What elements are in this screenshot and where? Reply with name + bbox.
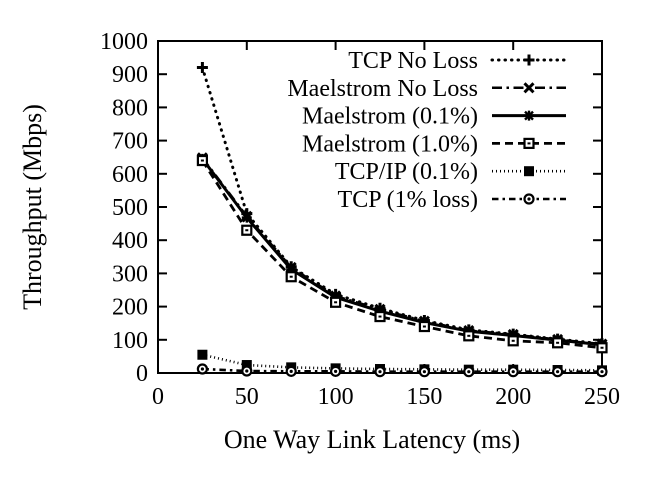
x-tick-label: 250 xyxy=(584,384,620,410)
x-tick-label: 0 xyxy=(152,384,164,410)
y-tick-label: 300 xyxy=(112,261,148,287)
series-line xyxy=(202,367,602,373)
legend-sample-marker xyxy=(523,54,535,66)
series-marker xyxy=(463,330,475,342)
series-marker xyxy=(374,366,386,378)
series-line xyxy=(201,157,603,346)
series-marker xyxy=(418,320,430,333)
series-marker xyxy=(507,366,519,378)
series-marker xyxy=(285,271,297,283)
series-marker xyxy=(463,366,475,378)
y-tick-label: 600 xyxy=(112,162,148,188)
legend-sample-marker xyxy=(523,137,535,149)
y-tick-label: 1000 xyxy=(100,29,148,55)
y-tick-label: 500 xyxy=(112,195,148,221)
series-marker xyxy=(241,360,252,371)
series-marker xyxy=(197,349,208,360)
y-tick-label: 700 xyxy=(112,129,148,155)
legend-sample-marker xyxy=(523,82,535,94)
x-tick-label: 50 xyxy=(235,384,259,410)
legend-sample-marker xyxy=(524,110,534,121)
series-marker xyxy=(551,366,564,378)
series-marker xyxy=(418,366,430,378)
y-tick-label: 100 xyxy=(112,328,148,354)
legend-sample-marker xyxy=(524,166,534,177)
x-tick-label: 100 xyxy=(318,384,354,410)
legend-sample-marker xyxy=(523,193,535,205)
y-tick-label: 0 xyxy=(136,361,148,387)
series-marker xyxy=(196,62,208,74)
x-tick-label: 200 xyxy=(495,384,531,410)
series-line xyxy=(201,157,603,347)
legend-label: TCP No Loss xyxy=(348,48,478,74)
series-marker xyxy=(330,365,342,377)
series-marker xyxy=(196,363,208,375)
series-marker xyxy=(196,154,208,167)
series-marker xyxy=(241,224,253,236)
legend-label: TCP/IP (0.1%) xyxy=(335,159,478,185)
y-tick-label: 800 xyxy=(112,95,148,121)
series-marker xyxy=(330,296,342,308)
series-marker xyxy=(551,337,564,349)
x-axis-label: One Way Link Latency (ms) xyxy=(223,425,521,454)
y-tick-label: 400 xyxy=(112,228,148,254)
series-marker xyxy=(596,342,608,354)
series-marker xyxy=(596,366,608,378)
series-line xyxy=(201,159,603,350)
series-line xyxy=(202,353,603,372)
series-marker xyxy=(507,335,519,347)
legend-label: Maelstrom (1.0%) xyxy=(302,131,478,157)
y-tick-label: 900 xyxy=(112,62,148,88)
legend-label: TCP (1% loss) xyxy=(338,187,478,213)
series-marker xyxy=(285,365,297,377)
y-tick-label: 200 xyxy=(112,295,148,321)
x-tick-label: 150 xyxy=(406,384,442,410)
series-marker xyxy=(374,310,386,323)
legend-label: Maelstrom (0.1%) xyxy=(302,104,478,130)
series-marker xyxy=(241,212,252,223)
series-marker xyxy=(241,365,253,377)
legend-label: Maelstrom No Loss xyxy=(287,76,478,102)
